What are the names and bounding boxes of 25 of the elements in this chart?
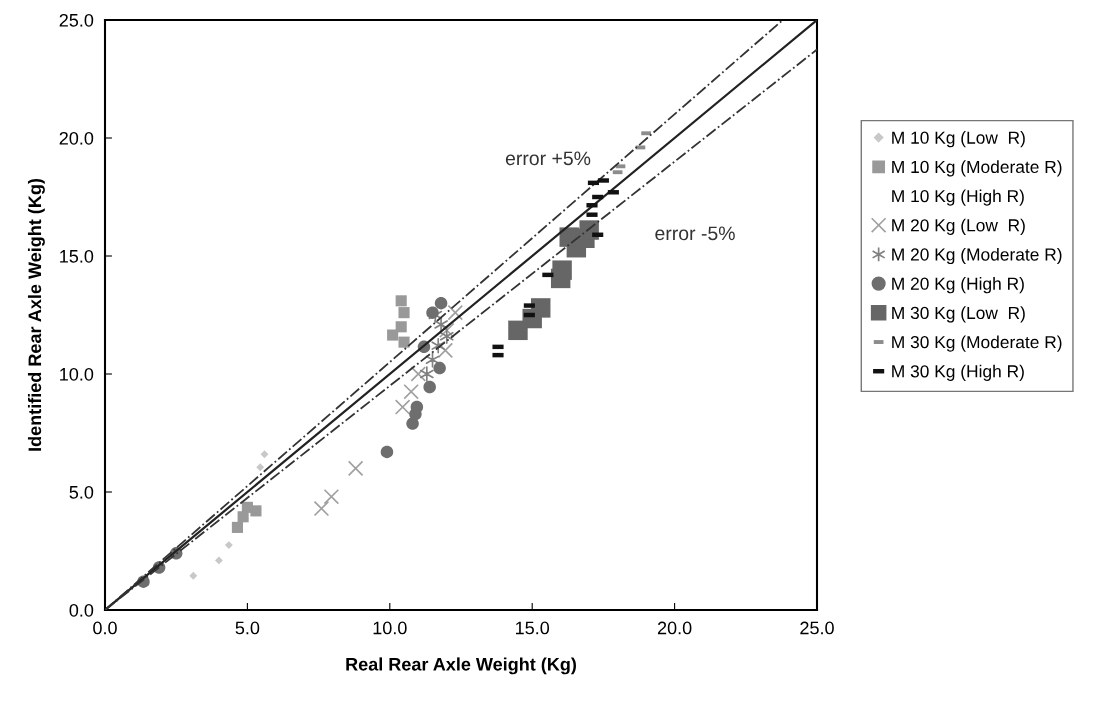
x-tick-label: 15.0: [516, 621, 550, 635]
x-tick-label: 20.0: [657, 621, 692, 635]
x-tick-label: 10.0: [373, 621, 407, 635]
legend-label: M 20 Kg (Moderate R): [892, 247, 1062, 265]
x-axis-title: Real Rear Axle Weight (Kg): [346, 657, 576, 675]
legend-label: M 10 Kg (Moderate R): [892, 160, 1062, 177]
y-tick-label: 5.0: [69, 485, 94, 499]
legend-label: M 30 Kg (High R): [892, 364, 1024, 381]
annotation: error -5%: [655, 226, 735, 241]
text: M 10 Kg (High R): [892, 189, 1024, 206]
annotation: error +5%: [505, 151, 591, 166]
legend-label: M 30 Kg (Low R): [892, 306, 1025, 323]
x-tick-label: 25.0: [800, 621, 834, 635]
legend-label: M 20 Kg (High R): [892, 277, 1024, 294]
x-tick-label: 0.0: [93, 621, 117, 635]
y-tick-label: 25.0: [59, 13, 94, 27]
y-tick-label: 0.0: [69, 603, 94, 617]
legend-label: M 10 Kg (Low R): [892, 131, 1025, 148]
y-tick-label: 15.0: [60, 249, 94, 263]
legend-label: M 30 Kg (Moderate R): [892, 335, 1062, 352]
legend-label: M 20 Kg (Low R): [892, 218, 1025, 235]
y-tick-label: 20.0: [59, 131, 94, 145]
y-tick-label: 10.0: [60, 367, 94, 381]
y-axis-title: Identified Rear Axle Weight (Kg): [27, 178, 45, 451]
x-tick-label: 5.0: [235, 621, 260, 635]
